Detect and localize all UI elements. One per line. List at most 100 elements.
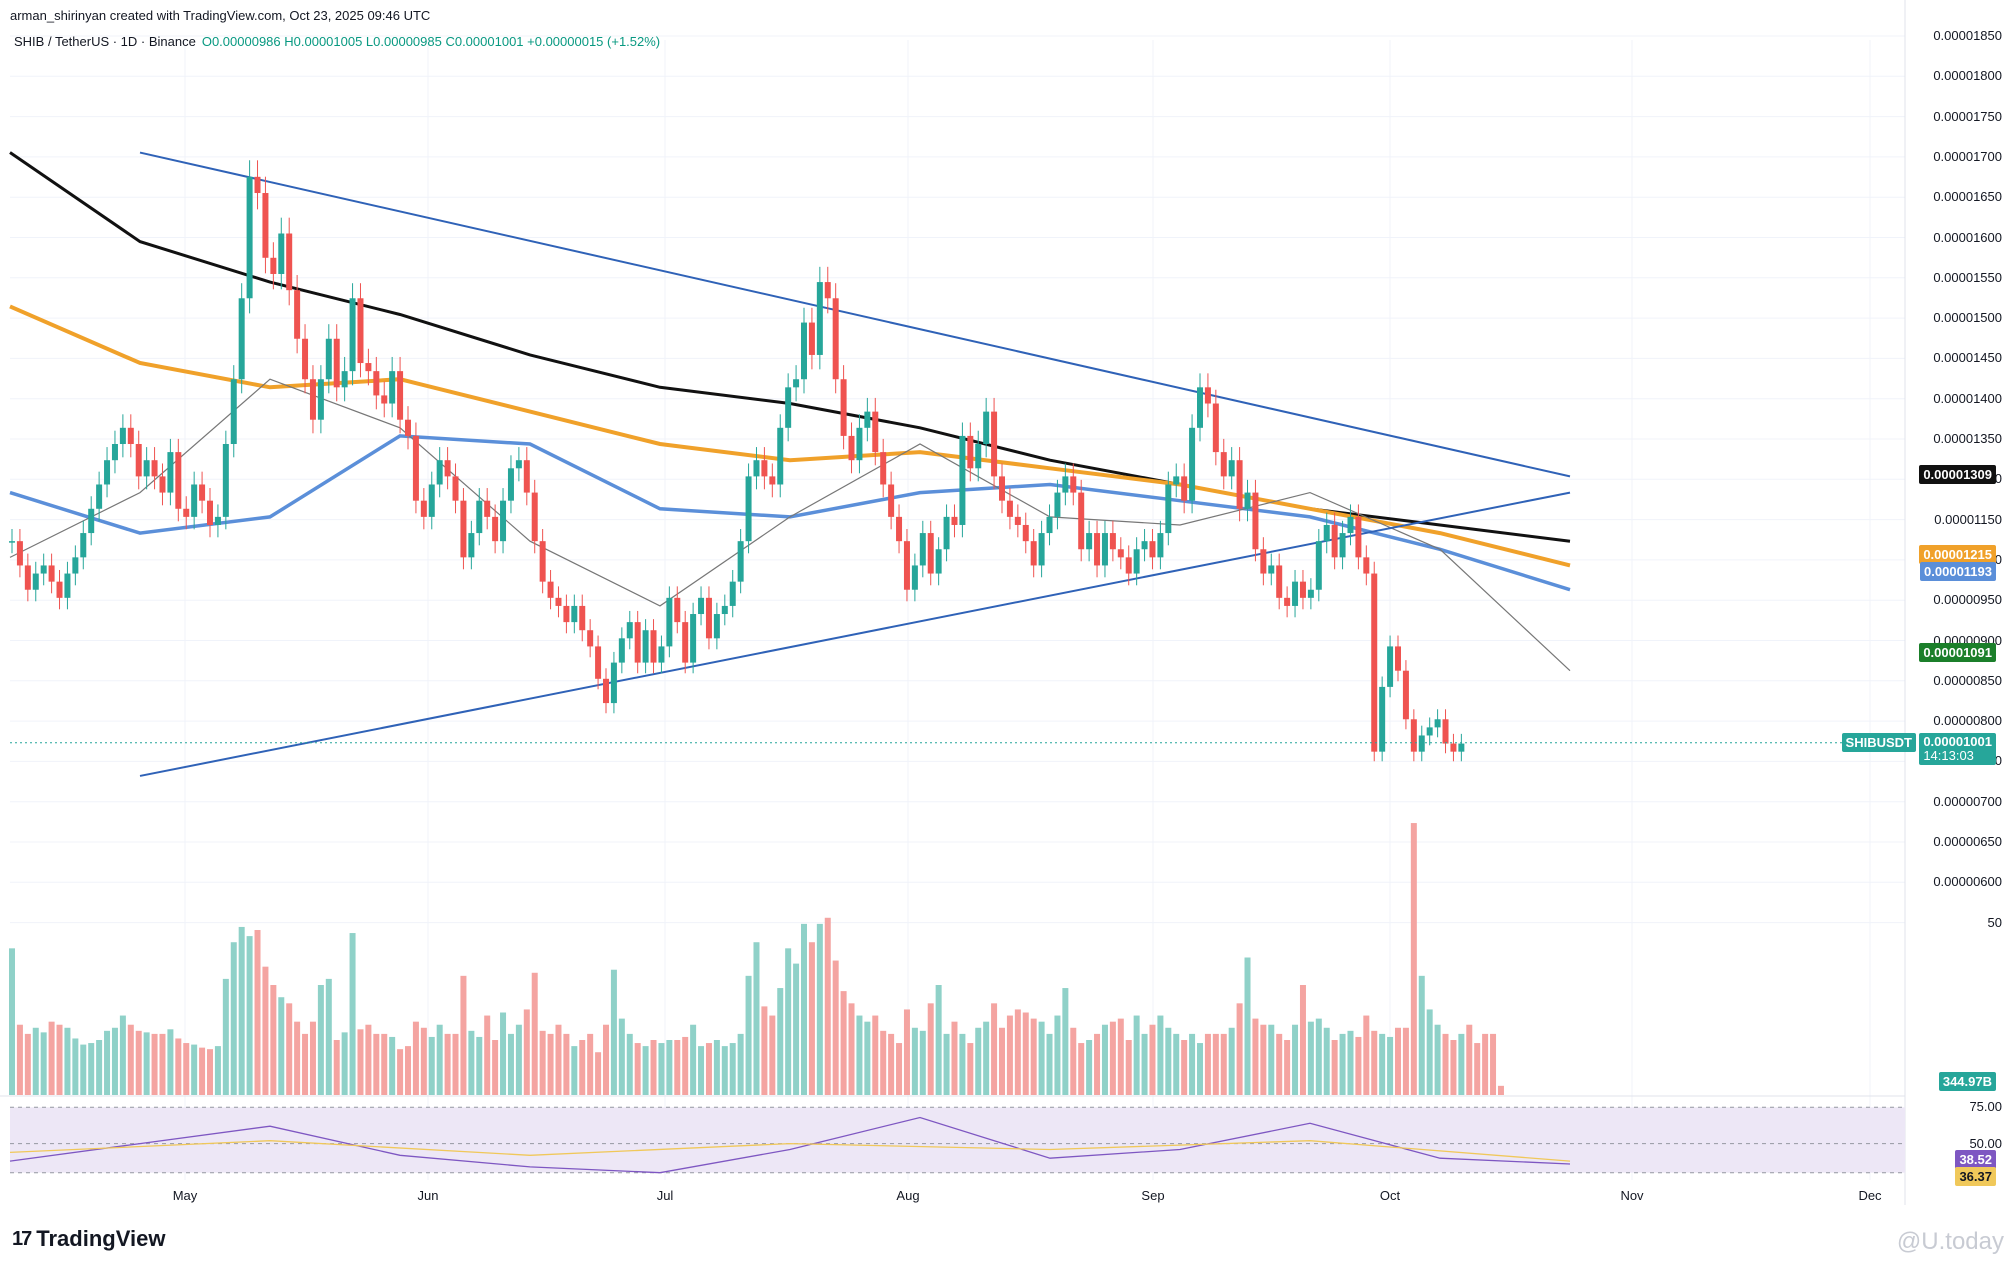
volume-bar [127,1024,134,1095]
volume-bar [888,1033,895,1095]
volume-bar [1276,1033,1283,1095]
y-tick-label: 0.00001500 [1933,310,2002,326]
candle-body [222,444,229,517]
watermark: @U.today [1896,1228,2004,1255]
y-tick-label: 0.00001150 [1934,511,2002,527]
candle-body [808,322,815,355]
candle-body [753,460,760,477]
x-tick-label: Sep [1141,1188,1164,1203]
volume-bar [1070,1027,1077,1095]
volume-bar [1173,1033,1180,1095]
candle-body [777,427,784,485]
volume-bar [618,1018,625,1095]
candle-body [943,516,950,550]
volume-bar [1212,1033,1219,1095]
candle-body [444,460,451,477]
candle-body [563,605,570,623]
candle-body [991,411,998,477]
candle-body [682,622,689,663]
candle-body [420,500,427,517]
candle-body [1094,533,1101,566]
candle-body [816,282,823,355]
volume-bar [365,1024,372,1095]
candle-body [317,379,324,420]
volume-bar [175,1038,182,1095]
volume-bar [16,1024,23,1095]
candle-body [1014,516,1021,525]
candle-body [515,460,522,469]
candle-body [397,371,404,420]
volume-bar [167,1029,174,1095]
candle-body [254,176,261,194]
volume-bar [1426,1009,1433,1095]
brand-name: TradingView [36,1226,166,1251]
volume-bar [729,1043,736,1095]
candle-body [1078,492,1085,550]
volume-bar [1228,1027,1235,1095]
candle-body [1434,719,1441,728]
tradingview-brand[interactable]: 17 TradingView [12,1226,165,1252]
candles [9,160,1905,762]
volume-bar [262,966,269,1095]
candle-body [309,379,316,420]
volume-bar [674,1040,681,1095]
y-tick-label: 0.00001650 [1933,189,2002,205]
volume-bar [690,1024,697,1095]
candle-body [492,516,499,542]
volume-bar [1197,1043,1203,1095]
candle-body [484,500,491,517]
volume-bar [587,1033,594,1095]
candle-body [785,387,792,428]
candle-body [278,233,285,274]
volume-bar [1307,1021,1314,1095]
volume-bar [373,1033,380,1095]
candle-body [1363,557,1370,574]
volume-bar [626,1033,633,1095]
volume-bar [80,1044,87,1095]
volume-bar [96,1040,103,1095]
volume-bar [531,972,538,1095]
rsi-level-label: 75.00 [1969,1099,2002,1115]
candle-body [56,581,63,598]
candle-body [1070,476,1077,493]
candle-body [872,411,879,453]
volume-bar [1244,957,1251,1095]
volume-bar [246,936,253,1095]
candle-body [143,460,150,477]
volume-bar [1220,1033,1227,1095]
volume-bar [1086,1040,1093,1095]
volume-bar [698,1046,705,1095]
volume-bar [872,1015,879,1095]
candle-body [555,597,562,606]
candle-body [1292,581,1299,606]
volume-bar [500,1012,507,1095]
symbol-name[interactable]: SHIB / TetherUS · 1D · Binance [14,34,196,49]
candle-body [270,257,277,274]
volume-bar [1117,1018,1124,1095]
candle-body [1086,533,1093,550]
volume-bar [230,942,237,1095]
volume-bar [785,948,792,1095]
volume-bar [579,1040,586,1095]
volume-bar [1410,823,1417,1095]
trendline[interactable] [139,151,1571,478]
symbol-header[interactable]: SHIB / TetherUS · 1D · Binance O0.000009… [14,34,660,49]
volume-bar [254,930,261,1095]
volume-bar [9,948,15,1095]
candle-body [1315,541,1322,590]
x-tick-label: Nov [1620,1188,1644,1203]
candle-body [191,484,198,517]
volume-bar [1094,1033,1101,1095]
y-tick-label: 0.00001550 [1933,269,2002,285]
volume-bar [911,1027,918,1095]
candle-body [476,500,483,534]
candle-body [1276,565,1283,598]
candle-body [650,630,657,663]
volume-bar [191,1044,198,1095]
volume-bar [832,960,839,1095]
volume-bar [412,1021,419,1095]
candle-body [381,395,388,404]
candle-body [737,541,744,582]
candle-body [341,371,348,388]
